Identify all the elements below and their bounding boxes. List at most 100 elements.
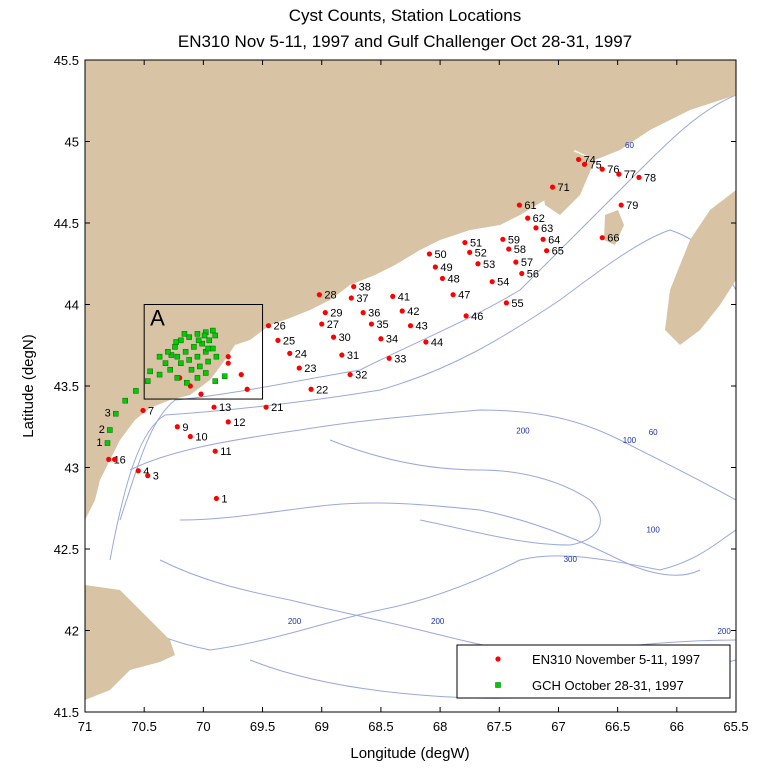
gch-station-marker [191, 344, 197, 350]
station-label: 36 [368, 308, 380, 320]
gch-station-marker [104, 440, 111, 446]
x-tick-label: 70.5 [132, 719, 157, 734]
en310-station-marker [263, 404, 269, 410]
gch-station-marker [195, 337, 202, 344]
en310-station-marker [575, 156, 582, 163]
gch-station-marker [184, 379, 190, 386]
en310-station-marker [549, 184, 556, 190]
en310-station-marker [330, 334, 337, 340]
station-label: 3 [105, 408, 111, 420]
land-nb-peninsula [540, 150, 595, 215]
en310-station-marker [463, 313, 469, 319]
en310-station-marker [423, 339, 429, 345]
station-label: 51 [470, 238, 482, 250]
gch-station-marker [194, 331, 201, 337]
y-tick-label: 45.5 [54, 53, 79, 68]
gch-station-marker [213, 353, 220, 360]
legend-marker-gch [495, 682, 501, 688]
en310-station-marker [386, 355, 392, 361]
station-label: 13 [219, 402, 231, 414]
gch-station-marker [156, 371, 163, 378]
en310-station-marker [140, 407, 146, 414]
gch-station-marker [165, 349, 171, 355]
gch-station-marker [122, 397, 128, 404]
en310-station-marker [368, 321, 375, 327]
gch-station-marker [107, 427, 113, 433]
station-label: 7 [148, 405, 154, 417]
isobath-label: 100 [623, 436, 637, 445]
en310-station-marker [475, 261, 481, 267]
legend: EN310 November 5-11, 1997 GCH October 28… [456, 644, 731, 699]
gch-station-marker [182, 349, 189, 355]
en310-station-marker [211, 404, 217, 410]
y-tick-label: 42 [65, 624, 79, 639]
station-label: 48 [447, 273, 459, 285]
station-label: 75 [589, 159, 601, 171]
station-label: 56 [527, 269, 539, 281]
en310-station-marker [348, 295, 354, 301]
station-label: 12 [233, 417, 245, 429]
x-tick-label: 68.5 [368, 719, 393, 734]
station-label: 6 [120, 454, 126, 466]
gch-station-marker [167, 366, 173, 373]
y-tick-label: 41.5 [54, 705, 79, 720]
map-area [85, 60, 736, 712]
legend-label-en310: EN310 November 5-11, 1997 [532, 652, 700, 667]
en310-station-marker [503, 300, 509, 306]
en310-station-marker [378, 336, 384, 342]
land-cape-cod [85, 585, 175, 700]
gch-station-marker [172, 344, 178, 350]
station-label: 32 [355, 370, 367, 382]
station-label: 61 [524, 200, 536, 212]
gch-station-marker [212, 378, 218, 384]
en310-station-marker [225, 419, 231, 425]
station-label: 77 [624, 169, 636, 181]
station-label: 2 [99, 424, 105, 436]
station-label: 53 [483, 259, 495, 271]
en310-station-marker [145, 473, 151, 479]
x-tick-label: 67 [551, 719, 565, 734]
station-label: 1 [96, 437, 102, 449]
station-label: 62 [533, 213, 545, 225]
en310-station-marker [225, 360, 231, 366]
en310-station-marker [399, 308, 405, 314]
isobath-200-north [129, 409, 736, 501]
gch-station-marker [113, 410, 119, 417]
en310-station-marker [198, 391, 204, 397]
isobath-label: 200 [431, 617, 445, 626]
gch-station-marker [181, 331, 188, 337]
legend-box [456, 644, 731, 699]
gch-station-marker [210, 345, 216, 352]
gch-station-marker [194, 375, 201, 381]
x-tick-label: 66.5 [605, 719, 630, 734]
en310-station-marker [439, 275, 446, 282]
en310-station-marker [450, 292, 456, 298]
inset-rectangle [143, 304, 264, 400]
station-label: 64 [548, 234, 560, 246]
station-label: 30 [339, 332, 351, 344]
x-axis-label: Longitude (degW) [350, 745, 469, 762]
gch-station-marker [174, 353, 181, 360]
en310-station-marker [407, 323, 414, 329]
en310-station-marker [111, 456, 118, 462]
gch-station-marker [221, 373, 228, 379]
station-label: 25 [283, 335, 295, 347]
gch-station-marker [205, 358, 211, 365]
station-label: 26 [273, 321, 285, 333]
station-label: 4 [143, 466, 149, 478]
station-label: 1 [221, 493, 227, 505]
en310-station-marker [506, 246, 512, 252]
en310-station-marker [275, 337, 281, 343]
x-tick-label: 69 [314, 719, 328, 734]
station-label: 47 [458, 290, 470, 302]
station-label: 43 [416, 321, 428, 333]
land-masses [85, 60, 736, 700]
y-tick-label: 43.5 [54, 379, 79, 394]
x-tick-label: 71 [78, 719, 92, 734]
isobath-inner [329, 439, 601, 546]
station-label: 38 [359, 282, 371, 294]
en310-station-marker [513, 259, 519, 265]
isobath-60 [119, 94, 736, 521]
gch-station-marker [186, 357, 192, 363]
